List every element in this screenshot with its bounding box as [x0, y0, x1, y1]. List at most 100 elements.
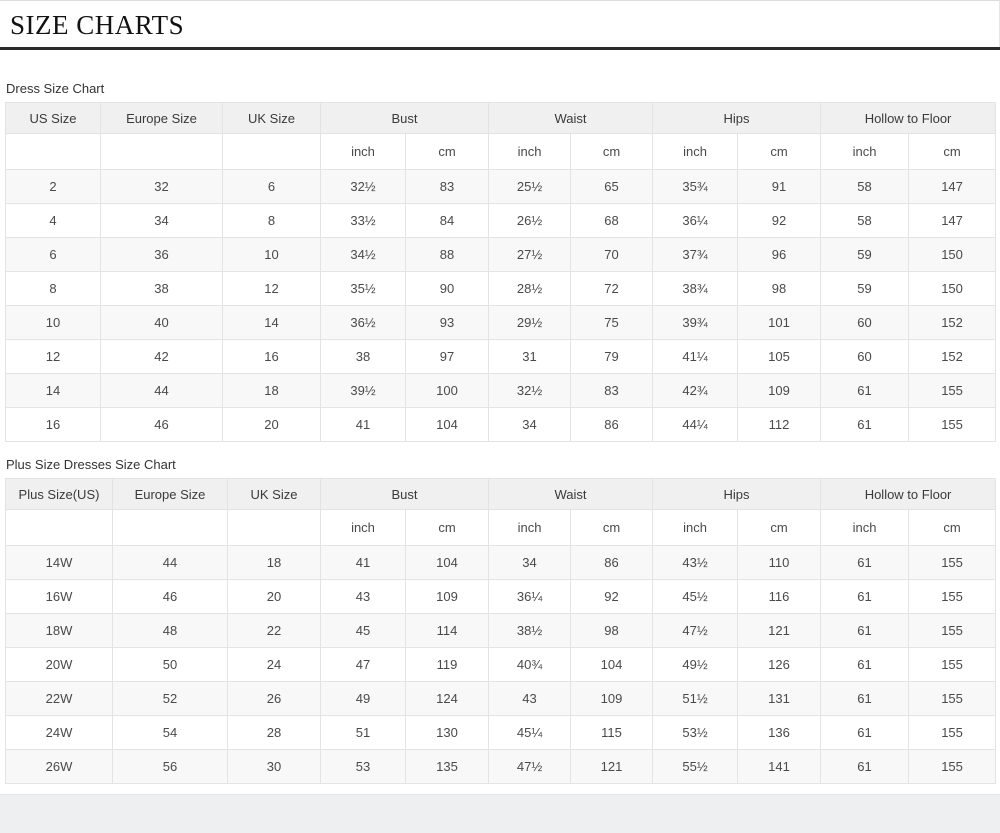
table-cell: 147: [908, 203, 997, 238]
table-row: 20W 50 24 47 119 40¾ 104 49½ 126 61 155: [5, 647, 997, 682]
table-cell: 131: [737, 681, 822, 716]
column-header: Hollow to Floor: [820, 102, 997, 134]
section-label-dress-size-chart: Dress Size Chart: [6, 81, 105, 96]
table-cell: 41: [320, 545, 406, 580]
table-cell: 18W: [5, 613, 113, 648]
table-cell: 155: [908, 681, 997, 716]
empty-header-cell: [5, 133, 101, 170]
table-cell: 58: [820, 169, 910, 204]
table-cell: 28½: [488, 271, 572, 306]
table-cell: 155: [908, 545, 997, 580]
table-row: 14 44 18 39½ 100 32½ 83 42¾ 109 61 155: [5, 373, 997, 408]
title-divider: [0, 47, 1000, 50]
table-cell: 114: [404, 613, 490, 648]
unit-header: cm: [908, 509, 997, 546]
table-cell: 37¾: [652, 237, 739, 272]
table-cell: 22W: [5, 681, 113, 716]
table-cell: 121: [737, 613, 822, 648]
table-cell: 28: [227, 715, 321, 750]
table-cell: 10: [222, 237, 321, 272]
unit-header: cm: [570, 509, 654, 546]
unit-header: inch: [652, 509, 739, 546]
table-row: 16 46 20 41 104 34 86 44¼ 112 61 155: [5, 407, 997, 442]
table-cell: 61: [820, 407, 910, 442]
table-cell: 91: [737, 169, 822, 204]
table-cell: 55½: [652, 749, 739, 784]
table-cell: 60: [820, 305, 910, 340]
table-row: 14W 44 18 41 104 34 86 43½ 110 61 155: [5, 545, 997, 580]
unit-header: cm: [404, 133, 490, 170]
table-cell: 33½: [320, 203, 406, 238]
table-cell: 115: [570, 715, 654, 750]
table-cell: 20: [222, 407, 321, 442]
table-cell: 61: [820, 681, 910, 716]
unit-header: cm: [404, 509, 490, 546]
table-cell: 34: [100, 203, 223, 238]
header-row: Plus Size(US) Europe Size UK Size Bust Waist…: [5, 478, 997, 510]
table-cell: 92: [737, 203, 822, 238]
table-cell: 18: [222, 373, 321, 408]
table-cell: 155: [908, 749, 997, 784]
header-row: US Size Europe Size UK Size Bust Waist Hips Ho…: [5, 102, 997, 134]
table-cell: 136: [737, 715, 822, 750]
table-cell: 36½: [320, 305, 406, 340]
table-cell: 96: [737, 237, 822, 272]
table-cell: 26: [227, 681, 321, 716]
table-cell: 32½: [488, 373, 572, 408]
table-cell: 49: [320, 681, 406, 716]
column-header: UK Size: [222, 102, 321, 134]
table-cell: 84: [404, 203, 490, 238]
unit-header: cm: [737, 133, 822, 170]
table-cell: 50: [112, 647, 228, 682]
column-header: Waist: [488, 478, 654, 510]
table-cell: 92: [570, 579, 654, 614]
page-title: SIZE CHARTS: [10, 10, 185, 40]
table-cell: 14: [5, 373, 101, 408]
column-header: Europe Size: [112, 478, 228, 510]
table-cell: 41¼: [652, 339, 739, 374]
table-cell: 141: [737, 749, 822, 784]
table-cell: 51: [320, 715, 406, 750]
table-cell: 8: [222, 203, 321, 238]
table-cell: 38: [320, 339, 406, 374]
plus-size-table: Plus Size(US) Europe Size UK Size Bust Waist…: [5, 478, 997, 784]
table-cell: 61: [820, 647, 910, 682]
table-cell: 41: [320, 407, 406, 442]
column-header: Hips: [652, 102, 822, 134]
table-row: 10 40 14 36½ 93 29½ 75 39¾ 101 60 152: [5, 305, 997, 340]
unit-header: inch: [320, 509, 406, 546]
table-cell: 61: [820, 613, 910, 648]
column-header: Hollow to Floor: [820, 478, 997, 510]
table-cell: 49½: [652, 647, 739, 682]
table-cell: 34: [488, 407, 572, 442]
table-cell: 101: [737, 305, 822, 340]
table-cell: 24W: [5, 715, 113, 750]
table-cell: 53: [320, 749, 406, 784]
table-cell: 22: [227, 613, 321, 648]
table-cell: 121: [570, 749, 654, 784]
table-row: 18W 48 22 45 114 38½ 98 47½ 121 61 155: [5, 613, 997, 648]
table-cell: 88: [404, 237, 490, 272]
empty-header-cell: [5, 509, 113, 546]
table-cell: 27½: [488, 237, 572, 272]
table-cell: 47½: [652, 613, 739, 648]
table-cell: 36¼: [488, 579, 572, 614]
table-cell: 110: [737, 545, 822, 580]
table-cell: 83: [570, 373, 654, 408]
table-cell: 98: [737, 271, 822, 306]
table-cell: 79: [570, 339, 654, 374]
plus-table-body: 14W 44 18 41 104 34 86 43½ 110 61 155 16W 46 20 43 109 3…: [5, 545, 997, 784]
table-row: 16W 46 20 43 109 36¼ 92 45½ 116 61 155: [5, 579, 997, 614]
table-cell: 54: [112, 715, 228, 750]
column-header: Bust: [319, 102, 490, 134]
table-cell: 18: [227, 545, 321, 580]
unit-header-row: inch cm inch cm inch cm inch cm: [5, 509, 997, 546]
table-cell: 40: [100, 305, 223, 340]
unit-header: cm: [570, 133, 654, 170]
bottom-band: [0, 794, 1000, 833]
table-cell: 97: [404, 339, 490, 374]
table-cell: 53½: [652, 715, 739, 750]
table-cell: 10: [5, 305, 101, 340]
table-cell: 155: [908, 613, 997, 648]
dress-table-body: 2 32 6 32½ 83 25½ 65 35¾ 91 58 147 4 34 8 33½ 84 26½ 68 36…: [5, 169, 997, 442]
